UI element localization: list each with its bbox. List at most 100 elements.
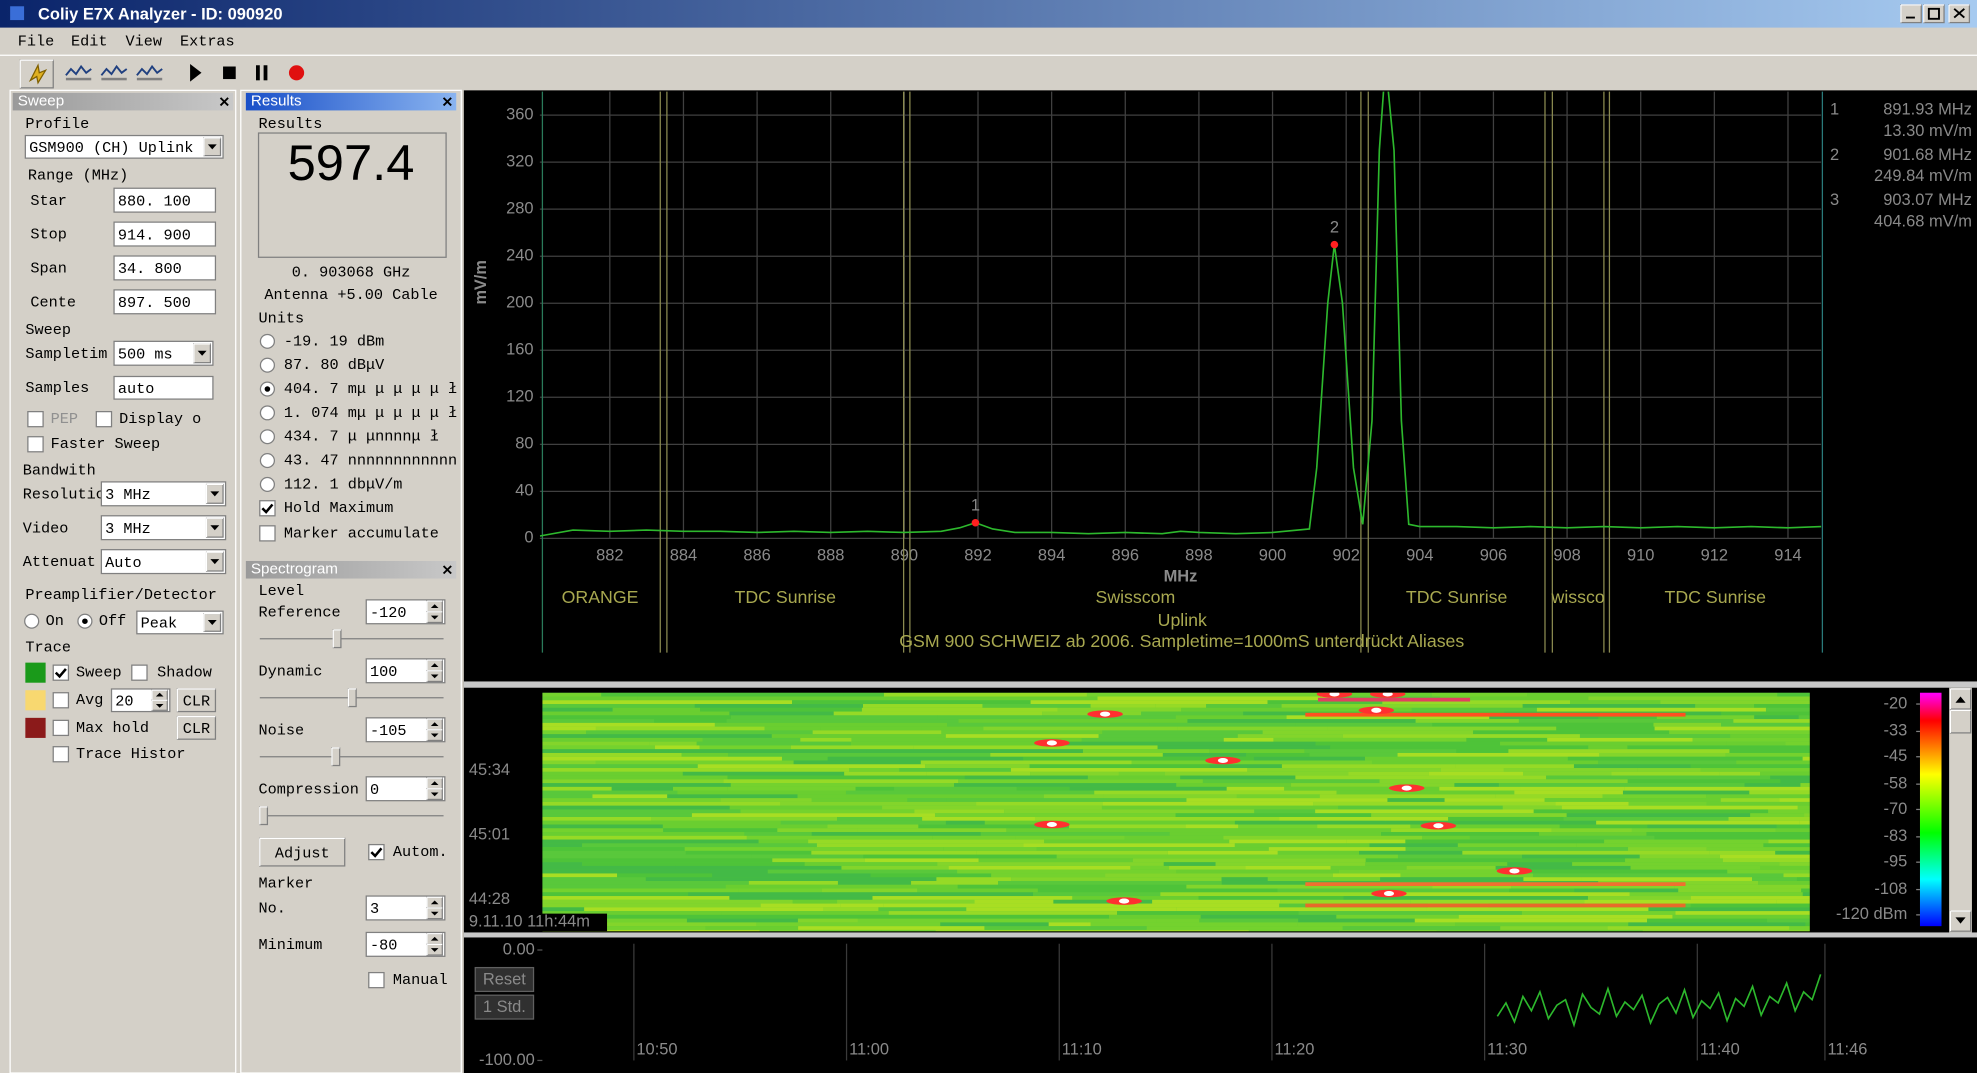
field[interactable]: [365, 658, 446, 684]
trace-color[interactable]: [25, 717, 46, 738]
record-icon[interactable]: [288, 65, 305, 81]
radio-label: 434. 7 μ μnnnnμ ł: [284, 428, 439, 446]
radio[interactable]: [259, 405, 276, 421]
spectrogram-cell: [1348, 771, 1429, 776]
maximize-icon[interactable]: [1927, 7, 1940, 20]
field[interactable]: [113, 221, 217, 247]
spectrogram-cell: [595, 760, 794, 765]
input-value: Auto: [105, 554, 141, 572]
button-face[interactable]: [1900, 4, 1922, 24]
spectrogram-cell: [1768, 839, 1810, 844]
field[interactable]: [100, 481, 227, 507]
button[interactable]: [474, 994, 535, 1020]
spectrogram-cell: [1026, 929, 1249, 932]
radio[interactable]: [259, 476, 276, 492]
spectrogram-cell: [984, 820, 1235, 825]
checkbox[interactable]: [368, 971, 385, 989]
field[interactable]: [113, 289, 217, 315]
radio[interactable]: [259, 357, 276, 373]
checkbox[interactable]: [52, 664, 70, 681]
radio[interactable]: [24, 613, 40, 629]
checkbox[interactable]: [131, 664, 148, 681]
field[interactable]: [365, 931, 446, 957]
field[interactable]: [365, 717, 446, 743]
field[interactable]: [365, 895, 446, 921]
radio[interactable]: [259, 429, 276, 445]
button-face[interactable]: [1923, 4, 1945, 24]
spectrogram-cell: [542, 764, 698, 769]
field[interactable]: [100, 515, 227, 541]
colorbar-label: -95: [1884, 853, 1908, 871]
checkbox[interactable]: [27, 411, 44, 428]
close-icon[interactable]: [1953, 8, 1965, 19]
field[interactable]: [136, 610, 224, 635]
spectrogram-cell: [1533, 809, 1769, 814]
spectrogram-cell: [861, 707, 1058, 712]
field[interactable]: [365, 599, 446, 625]
field[interactable]: [113, 187, 217, 213]
pause-icon[interactable]: [255, 65, 260, 81]
close-icon[interactable]: [219, 97, 229, 107]
menu-item[interactable]: Extras: [180, 32, 235, 50]
spectrogram-cell: [542, 775, 728, 780]
spectrogram-cell: [542, 899, 793, 904]
button-face[interactable]: [1949, 709, 1972, 734]
field[interactable]: [365, 776, 446, 802]
close-icon[interactable]: [442, 565, 452, 575]
radio[interactable]: [259, 333, 276, 349]
field[interactable]: [113, 375, 214, 400]
radio[interactable]: [259, 453, 276, 469]
tool-icon[interactable]: [100, 64, 128, 76]
colorbar-label: -33: [1884, 722, 1908, 740]
field[interactable]: [113, 340, 214, 366]
y-tick-label: 240: [506, 247, 533, 265]
checkbox[interactable]: [52, 746, 70, 763]
checkbox[interactable]: [52, 692, 70, 709]
spectrogram-cell: [726, 719, 959, 723]
spectrogram-cell: [758, 839, 809, 844]
dropdown-arrow: [210, 491, 220, 497]
field[interactable]: [257, 132, 447, 258]
checkbox[interactable]: [259, 525, 276, 542]
field[interactable]: [100, 549, 227, 575]
y-axis-label: mV/m: [472, 260, 490, 304]
trace-color[interactable]: [25, 662, 46, 683]
button[interactable]: [474, 966, 535, 993]
tool-icon[interactable]: [65, 64, 92, 76]
button-face[interactable]: [332, 629, 342, 649]
pause-icon[interactable]: [263, 65, 268, 81]
spectrogram-cell: [1297, 922, 1456, 927]
tool-icon[interactable]: [28, 63, 48, 85]
spectrogram-cell: [948, 865, 1131, 870]
field[interactable]: [113, 255, 217, 281]
play-icon[interactable]: [190, 64, 202, 82]
menu-item[interactable]: View: [125, 32, 161, 50]
group-label: Trace: [25, 639, 71, 657]
checkbox[interactable]: [52, 719, 70, 737]
spectrogram-cell: [797, 918, 858, 923]
spectrogram-cell: [668, 749, 867, 753]
spectrogram-cell: [542, 929, 760, 932]
menu-item[interactable]: Edit: [71, 32, 107, 50]
spectrogram-cell: [937, 862, 1164, 866]
checkbox[interactable]: [27, 436, 44, 453]
spectrogram-cell: [1327, 726, 1557, 731]
scrollbar[interactable]: [1949, 687, 1972, 933]
checkbox[interactable]: [368, 843, 385, 861]
button-face[interactable]: [331, 747, 341, 767]
trace-color[interactable]: [25, 690, 46, 711]
spectrogram-cell: [1221, 880, 1387, 885]
button-face[interactable]: [347, 688, 357, 708]
marker-dot: [1330, 240, 1339, 249]
checkbox[interactable]: [95, 411, 113, 428]
stop-icon[interactable]: [223, 66, 236, 80]
checkbox[interactable]: [259, 500, 276, 517]
spectrogram-cell: [808, 839, 1045, 844]
spectrogram-spot: [1382, 692, 1393, 697]
field[interactable]: [24, 134, 224, 159]
tool-icon[interactable]: [136, 64, 163, 76]
spectrogram-cell: [866, 749, 1083, 753]
close-icon[interactable]: [442, 97, 452, 107]
button-face[interactable]: [259, 806, 269, 826]
menu-item[interactable]: File: [18, 32, 54, 50]
